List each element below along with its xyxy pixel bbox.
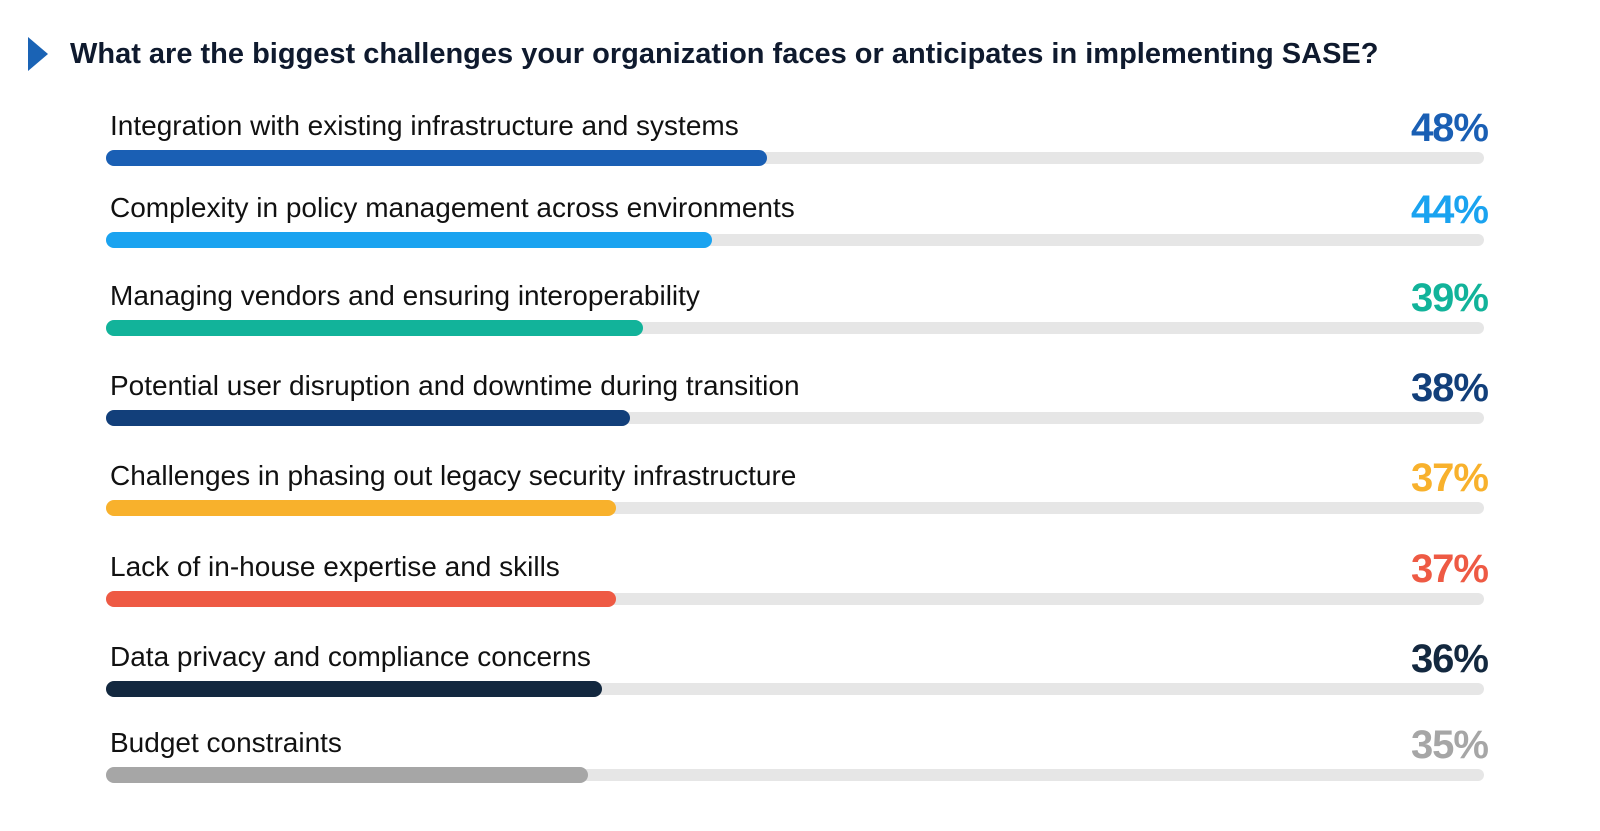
category-label: Data privacy and compliance concerns — [110, 641, 591, 672]
value-label: 39% — [1410, 276, 1489, 320]
category-label: Managing vendors and ensuring interopera… — [110, 280, 700, 311]
value-label: 36% — [1410, 637, 1489, 681]
value-label: 44% — [1410, 188, 1489, 232]
bar — [106, 232, 713, 248]
value-label: 35% — [1410, 723, 1489, 767]
category-label: Budget constraints — [110, 727, 342, 758]
bar-track — [106, 150, 1484, 166]
chart-header: What are the biggest challenges your org… — [28, 34, 1378, 74]
chart-title: What are the biggest challenges your org… — [70, 37, 1379, 70]
bar — [106, 320, 644, 336]
bar-track — [106, 767, 1484, 783]
value-label: 37% — [1410, 456, 1489, 500]
triangle-marker-icon — [28, 37, 48, 71]
bar-track — [106, 500, 1484, 516]
bar-track — [106, 410, 1484, 426]
category-label: Integration with existing infrastructure… — [110, 110, 739, 141]
bar — [106, 500, 616, 516]
value-label: 38% — [1410, 366, 1489, 410]
category-label: Lack of in-house expertise and skills — [110, 551, 560, 582]
bar-track — [106, 591, 1484, 607]
bar — [106, 410, 630, 426]
bar-track — [106, 681, 1484, 697]
bar — [106, 591, 616, 607]
bar-track — [106, 320, 1484, 336]
bar — [106, 150, 768, 166]
value-label: 37% — [1410, 547, 1489, 591]
category-label: Complexity in policy management across e… — [110, 192, 795, 223]
bar-track — [106, 232, 1484, 248]
category-label: Challenges in phasing out legacy securit… — [110, 460, 797, 491]
bar — [106, 681, 603, 697]
value-label: 48% — [1410, 106, 1489, 150]
category-label: Potential user disruption and downtime d… — [110, 370, 800, 401]
bar — [106, 767, 589, 783]
